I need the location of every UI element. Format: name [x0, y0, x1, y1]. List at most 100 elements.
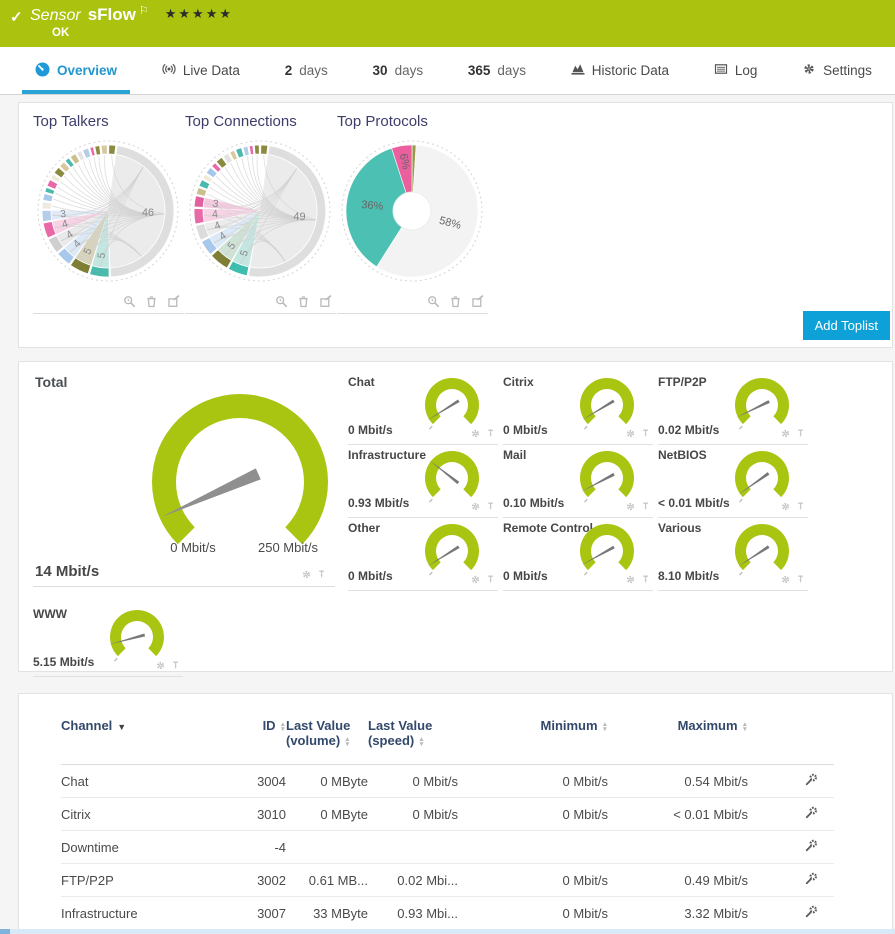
channel-settings-icon[interactable]	[805, 872, 818, 885]
gauge-settings-icon[interactable]	[625, 501, 636, 512]
priority-stars[interactable]: ★★★★★	[164, 6, 234, 21]
pin-icon	[173, 661, 178, 670]
gauge-settings-icon[interactable]	[780, 501, 791, 512]
gauges-row: Total 0 Mbit/s 250 Mbit/s 14 Mbit/s Chat…	[33, 372, 878, 591]
tab-log[interactable]: Log	[701, 47, 771, 94]
gauge-settings-icon[interactable]	[625, 428, 636, 439]
toplist-inspect-icon[interactable]	[123, 295, 136, 308]
column-header-actions	[748, 710, 834, 765]
gauge-pin-icon[interactable]	[795, 501, 806, 512]
gauge-pin-icon[interactable]	[485, 574, 496, 585]
toplist-title: Top Connections	[185, 113, 297, 130]
tile-actions	[155, 660, 181, 671]
gauge-tile-chat: Chat 0 Mbit/s	[348, 372, 498, 445]
column-header-last-value-speed[interactable]: Last Value (speed) ▲ ▼	[368, 710, 458, 765]
settings-icon	[802, 62, 816, 79]
svg-text:4: 4	[64, 228, 75, 241]
tab-overview[interactable]: Overview	[22, 47, 131, 94]
gauge-settings-icon[interactable]	[780, 574, 791, 585]
channel-settings-icon[interactable]	[805, 806, 818, 819]
toplist-inspect-icon[interactable]	[275, 295, 288, 308]
add-toplist-button[interactable]: Add Toplist	[802, 311, 890, 340]
channel-settings-icon[interactable]	[805, 773, 818, 786]
sort-both-icon: ▲ ▼	[741, 720, 748, 733]
channel-value: 8.10 Mbit/s	[658, 569, 720, 583]
toplist-cards: Top Talkers 46 5 5 4 4 4 3 Top Connections 49 5…	[33, 113, 878, 314]
sort-desc-icon: ▼	[117, 722, 127, 732]
gauge-settings-icon[interactable]	[470, 428, 481, 439]
tab-live-data[interactable]: Live Data	[149, 47, 253, 94]
channel-value: 0 Mbit/s	[503, 569, 548, 583]
cell-value: 3002	[231, 863, 286, 897]
gauge-pin-icon[interactable]	[640, 428, 651, 439]
table-row-ftp-p2p[interactable]: FTP/P2P 3002 0.61 MB... 0.02 Mbi... 0 Mbit/s…	[61, 863, 834, 897]
toplist-delete-icon[interactable]	[145, 295, 158, 308]
tab-historic-data[interactable]: Historic Data	[558, 47, 682, 94]
table-row-citrix[interactable]: Citrix 3010 0 MByte 0 Mbit/s 0 Mbit/s < 0.01 …	[61, 797, 834, 831]
gauge-settings-icon[interactable]	[155, 660, 166, 671]
gauge-tile-various: Various 8.10 Mbit/s	[658, 518, 808, 591]
pin-icon	[798, 575, 803, 584]
gauge-pin-icon[interactable]	[485, 428, 496, 439]
channel-name: Infrastructure	[348, 448, 427, 462]
channel-name: NetBIOS	[658, 448, 707, 462]
tab-365-days[interactable]: 365 days	[467, 63, 526, 78]
gauge-settings-icon[interactable]	[470, 574, 481, 585]
column-header-minimum[interactable]: Minimum ▲ ▼	[458, 710, 608, 765]
channel-gauge	[580, 377, 634, 430]
toplist-chart[interactable]: 58% 36% 6%	[337, 137, 487, 288]
table-row-downtime[interactable]: Downtime -4	[61, 830, 834, 864]
toplist-delete-icon[interactable]	[297, 295, 310, 308]
tab-2-days[interactable]: 2 days	[284, 63, 328, 78]
svg-text:5: 5	[238, 248, 251, 258]
gauge-pin-icon[interactable]	[640, 574, 651, 585]
gauge-pin-icon[interactable]	[316, 569, 327, 580]
cell-value: 0.93 Mbi...	[368, 896, 458, 930]
cell-value: 0 Mbit/s	[458, 896, 608, 930]
gear-icon	[626, 429, 635, 438]
cell-value: -4	[231, 830, 286, 864]
channel-gauge	[108, 609, 164, 662]
channel-settings-icon[interactable]	[805, 905, 818, 918]
toplist-edit-icon[interactable]	[471, 295, 484, 308]
channel-name: Total	[35, 374, 68, 390]
gauge-pin-icon[interactable]	[170, 660, 181, 671]
gauge-tile-total: Total 0 Mbit/s 250 Mbit/s 14 Mbit/s	[33, 372, 335, 587]
gauge-pin-icon[interactable]	[485, 501, 496, 512]
toplist-delete-icon[interactable]	[449, 295, 462, 308]
gear-icon	[781, 429, 790, 438]
priority-flag-icon[interactable]: ⚐	[138, 5, 149, 17]
gauge-tile-remote-control: Remote Control 0 Mbit/s	[503, 518, 653, 591]
gauge-pin-icon[interactable]	[795, 574, 806, 585]
tab-settings[interactable]: Settings	[789, 47, 885, 94]
cell-value: 0 MByte	[286, 764, 368, 798]
channel-value: 0 Mbit/s	[503, 423, 548, 437]
wrench-icon	[805, 806, 817, 819]
column-header-id[interactable]: ID ▲ ▼	[231, 710, 286, 765]
column-header-channel[interactable]: Channel ▼	[61, 710, 231, 765]
toplist-edit-icon[interactable]	[319, 295, 332, 308]
gauge-pin-icon[interactable]	[795, 428, 806, 439]
tab-30-days[interactable]: 30 days	[372, 63, 424, 78]
column-header-maximum[interactable]: Maximum ▲ ▼	[608, 710, 748, 765]
gauge-settings-icon[interactable]	[780, 428, 791, 439]
gear-icon	[302, 570, 311, 579]
gauge-settings-icon[interactable]	[625, 574, 636, 585]
channel-name: WWW	[33, 607, 67, 621]
gauge-settings-icon[interactable]	[470, 501, 481, 512]
toplist-inspect-icon[interactable]	[427, 295, 440, 308]
gauge-settings-icon[interactable]	[301, 569, 312, 580]
cell-channel: Citrix	[61, 797, 231, 831]
sensor-type-label: Sensor	[30, 7, 81, 24]
table-row-chat[interactable]: Chat 3004 0 MByte 0 Mbit/s 0 Mbit/s 0.54 Mbit…	[61, 764, 834, 798]
gauge-pin-icon[interactable]	[640, 501, 651, 512]
column-header-last-value-volume[interactable]: Last Value (volume) ▲ ▼	[286, 710, 368, 765]
tile-actions	[780, 574, 806, 585]
toplist-edit-icon[interactable]	[167, 295, 180, 308]
table-row-infrastructure[interactable]: Infrastructure 3007 33 MByte 0.93 Mbi... 0 M…	[61, 896, 834, 930]
overview-icon	[35, 62, 50, 80]
gauge-max-label: 250 Mbit/s	[258, 540, 318, 555]
channel-settings-icon[interactable]	[805, 839, 818, 852]
